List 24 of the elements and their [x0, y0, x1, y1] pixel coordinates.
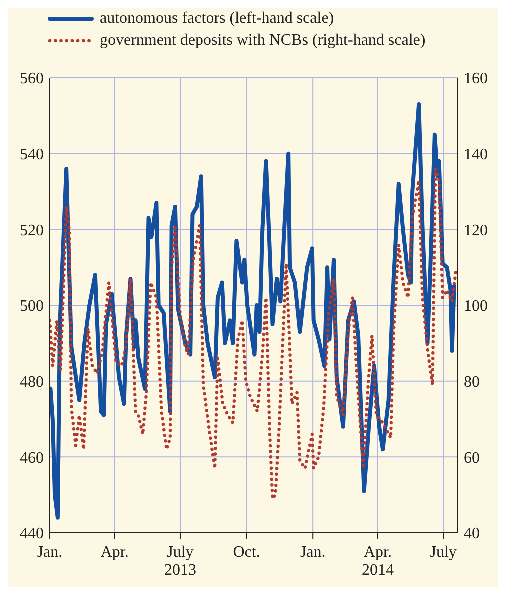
y-tick-label: 540	[20, 146, 44, 164]
y2-tick-label: 80	[464, 374, 480, 392]
y2-tick-label: 40	[464, 526, 480, 543]
y2-tick-label: 140	[464, 146, 488, 164]
x-tick-label: Oct.	[233, 544, 260, 561]
x-tick-label: July 2013	[164, 544, 196, 579]
y-tick-label: 500	[20, 298, 44, 316]
y-tick-label: 480	[20, 374, 44, 392]
x-tick-label: Apr. 2014	[362, 544, 394, 579]
y-tick-label: 560	[20, 70, 44, 88]
x-tick-label: Jan.	[37, 544, 63, 561]
x-tick-label: Apr.	[100, 544, 129, 561]
x-tick-label: July	[430, 544, 457, 561]
y2-tick-label: 120	[464, 222, 488, 240]
y-tick-label: 520	[20, 222, 44, 240]
y-tick-label: 440	[20, 526, 44, 543]
line-series	[50, 167, 458, 500]
y2-tick-label: 60	[464, 450, 480, 467]
legend-label: government deposits with NCBs (right-hand scale)	[100, 32, 426, 50]
y2-tick-label: 100	[464, 298, 488, 316]
legend-label: autonomous factors (left-hand scale)	[100, 10, 334, 28]
x-tick-label: Jan.	[300, 544, 326, 561]
y2-tick-label: 160	[464, 70, 488, 88]
y-tick-label: 460	[20, 450, 44, 467]
